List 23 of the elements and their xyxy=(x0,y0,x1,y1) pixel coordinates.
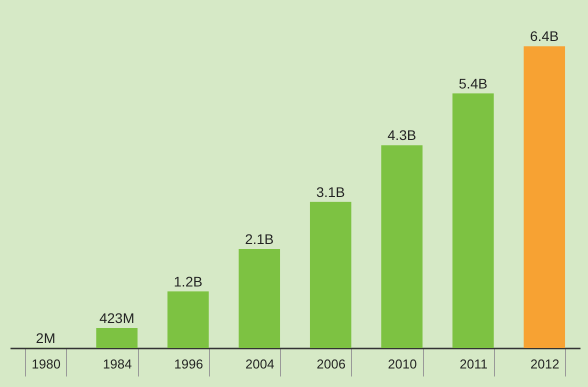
data-label: 6.4B xyxy=(530,28,559,44)
bar xyxy=(524,46,566,348)
bar xyxy=(167,291,209,348)
data-label: 2.1B xyxy=(244,230,274,247)
x-tick-label: 2006 xyxy=(316,356,346,372)
data-label: 3.1B xyxy=(316,184,346,200)
x-tick-label: 1996 xyxy=(174,356,204,372)
data-label: 1.2B xyxy=(174,273,203,290)
x-tick-label: 2011 xyxy=(460,356,488,372)
bar xyxy=(96,328,138,348)
data-label: 2M xyxy=(36,330,56,346)
x-tick-label: 1984 xyxy=(102,356,132,372)
data-label: 423M xyxy=(99,310,134,326)
bar xyxy=(310,202,352,348)
bar xyxy=(238,248,280,348)
x-tick-label: 2004 xyxy=(245,356,274,372)
data-label: 4.3B xyxy=(387,127,416,144)
x-tick-label: 2010 xyxy=(388,356,417,372)
data-label: 5.4B xyxy=(458,75,488,92)
x-tick-label: 2012 xyxy=(530,356,560,372)
x-tick-label: 1980 xyxy=(32,356,61,372)
bar xyxy=(381,145,423,348)
bar xyxy=(452,93,494,348)
